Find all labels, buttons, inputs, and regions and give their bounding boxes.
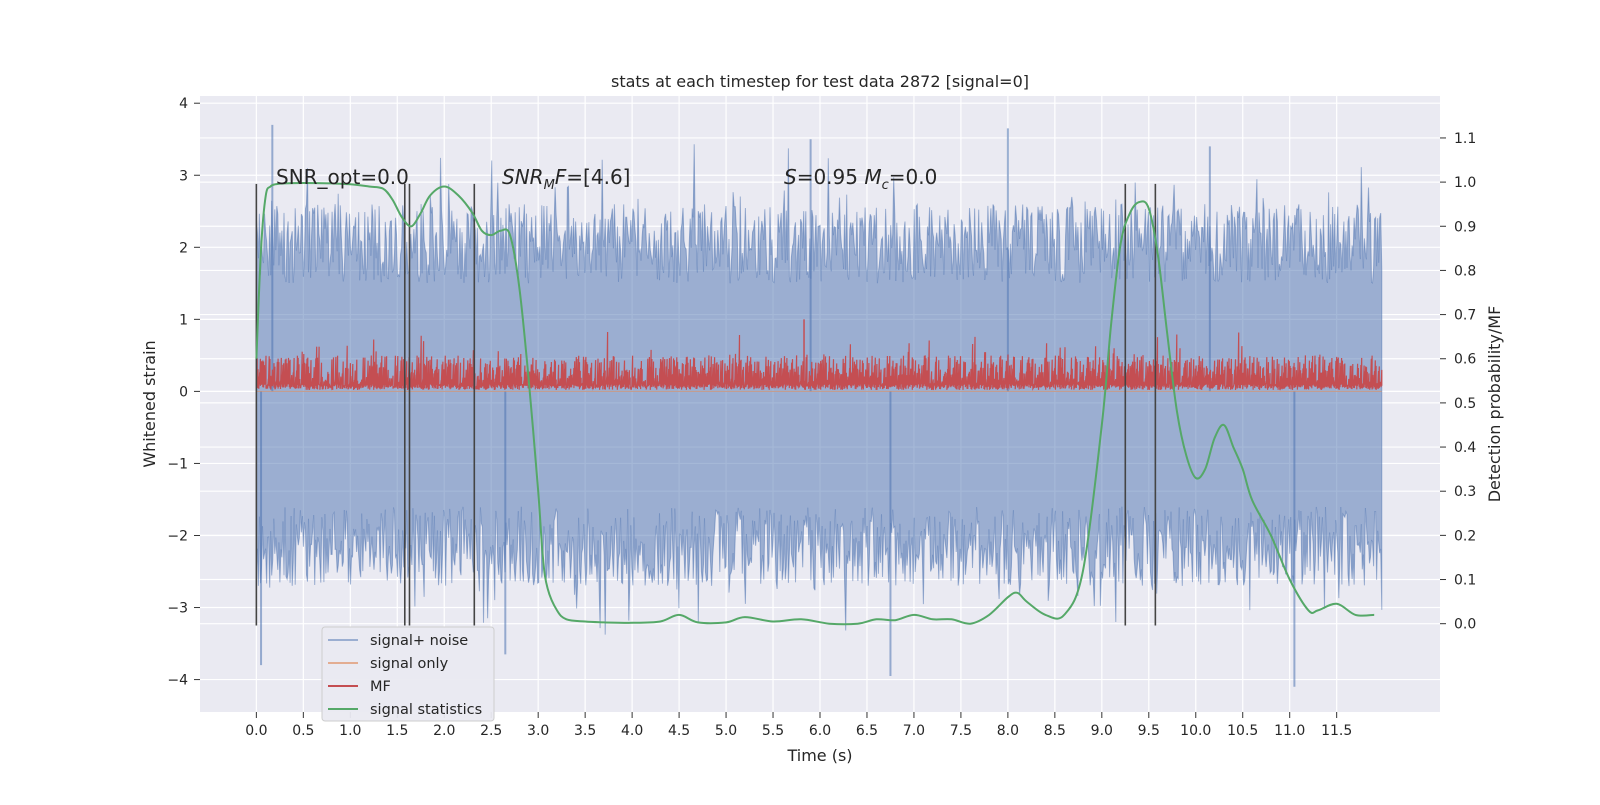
x-tick-label: 10.0 [1180, 723, 1211, 739]
x-tick-label: 1.5 [386, 723, 408, 739]
y-tick-label: 3 [179, 168, 188, 184]
x-tick-label: 7.5 [950, 723, 972, 739]
noise-band [255, 144, 1383, 635]
legend-label-signal-statistics: signal statistics [370, 702, 482, 718]
x-tick-label: 9.0 [1091, 723, 1113, 739]
x-tick-label: 7.0 [903, 723, 925, 739]
legend-label-mf: MF [370, 679, 391, 695]
y-tick-label: −2 [167, 528, 188, 544]
y-right-tick-label: 0.4 [1454, 440, 1476, 456]
x-axis-label: Time (s) [786, 746, 852, 765]
y-ticks-right: 0.0 0.1 0.2 0.3 0.4 0.5 0.6 0.7 0.8 0.9 1.0 1.1 [1440, 131, 1476, 633]
x-tick-label: 11.5 [1321, 723, 1352, 739]
x-tick-label: 10.5 [1227, 723, 1258, 739]
annotation-snr-opt: SNR_opt=0.0 [276, 165, 409, 189]
series-mf [255, 319, 1383, 392]
x-tick-label: 8.0 [997, 723, 1019, 739]
x-tick-label: 2.5 [480, 723, 502, 739]
y-tick-label: 0 [179, 384, 188, 400]
y-tick-label: 2 [179, 240, 188, 256]
y-axis-label: Whitened strain [140, 340, 159, 467]
legend: signal+ noise signal only MF signal stat… [321, 626, 495, 722]
x-ticks: 0.0 0.5 1.0 1.5 2.0 2.5 3.0 3.5 4.0 4.5 5.0 5.5 6.0 6… [245, 712, 1352, 739]
x-tick-label: 3.5 [574, 723, 596, 739]
y-right-tick-label: 0.2 [1454, 528, 1476, 544]
series-signal-noise [255, 124, 1383, 687]
chart-title: stats at each timestep for test data 287… [611, 72, 1029, 91]
y-tick-label: −3 [167, 601, 188, 617]
mf-line [255, 331, 1383, 392]
y-tick-label: 4 [179, 96, 188, 112]
x-tick-label: 1.0 [339, 723, 361, 739]
y-right-tick-label: 0.7 [1454, 308, 1476, 324]
y-right-tick-label: 0.5 [1454, 396, 1476, 412]
legend-label-signal-noise: signal+ noise [370, 633, 468, 649]
y-right-tick-label: 1.1 [1454, 131, 1476, 147]
y-right-tick-label: 0.0 [1454, 617, 1476, 633]
x-tick-label: 3.0 [527, 723, 549, 739]
x-tick-label: 8.5 [1044, 723, 1066, 739]
x-tick-label: 5.0 [715, 723, 737, 739]
y-right-tick-label: 0.6 [1454, 352, 1476, 368]
x-tick-label: 2.0 [433, 723, 455, 739]
y-right-tick-label: 0.9 [1454, 219, 1476, 235]
y-ticks-left: −4 −3 −2 −1 0 1 2 3 4 [167, 96, 200, 689]
y-tick-label: 1 [179, 312, 188, 328]
annotation-snr-mf: SNRMF=[4.6] [502, 165, 630, 193]
x-tick-label: 0.0 [245, 723, 267, 739]
series-signal-statistics [255, 181, 1375, 626]
signal-statistics-line [255, 181, 1375, 626]
x-tick-label: 4.0 [621, 723, 643, 739]
x-tick-label: 0.5 [292, 723, 314, 739]
y-right-tick-label: 1.0 [1454, 175, 1476, 191]
y-right-tick-label: 0.8 [1454, 263, 1476, 279]
legend-box [321, 626, 495, 722]
y-tick-label: −1 [167, 456, 188, 472]
x-tick-label: 6.0 [809, 723, 831, 739]
y-axis-right-label: Detection probability/MF [1485, 306, 1504, 503]
y-tick-label: −4 [167, 673, 188, 689]
y-right-tick-label: 0.1 [1454, 573, 1476, 589]
x-tick-label: 11.0 [1274, 723, 1305, 739]
x-tick-label: 6.5 [856, 723, 878, 739]
x-tick-label: 4.5 [668, 723, 690, 739]
y-right-tick-label: 0.3 [1454, 484, 1476, 500]
vertical-markers [255, 183, 1157, 626]
legend-label-signal-only: signal only [370, 656, 449, 672]
x-tick-label: 5.5 [762, 723, 784, 739]
annotation-s-mc: S=0.95 Mc=0.0 [784, 165, 937, 193]
x-tick-label: 9.5 [1138, 723, 1160, 739]
